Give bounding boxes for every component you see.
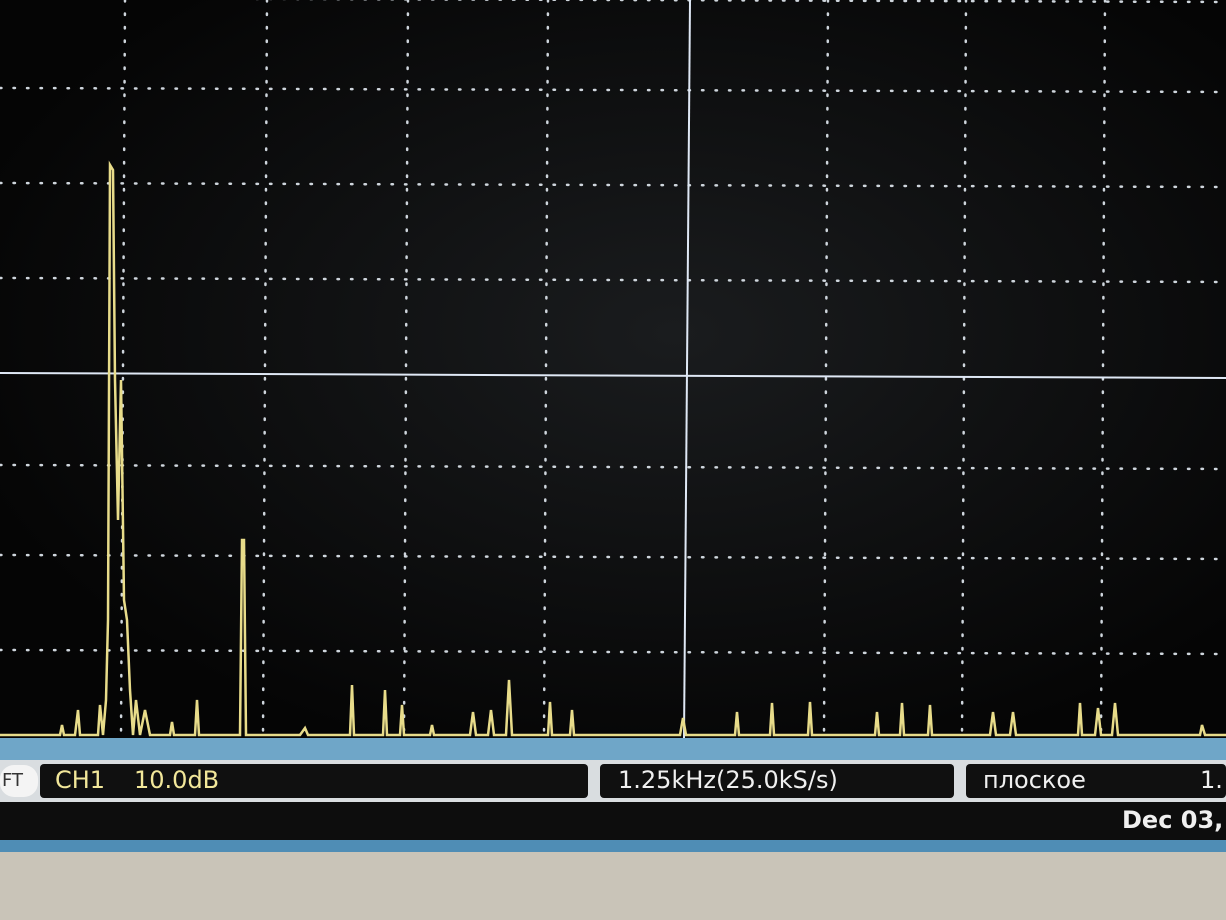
- blue-band: [0, 738, 1226, 760]
- grid-dots: [0, 86, 1226, 94]
- grid: [0, 0, 1226, 738]
- date-label: Dec 03,: [1122, 806, 1223, 834]
- mode-label: FT: [2, 770, 24, 791]
- span-label: 1.25kHz(25.0kS/s): [618, 766, 838, 794]
- grid-dots: [822, 0, 830, 738]
- grid-dots: [0, 181, 1226, 189]
- center-h-line: [0, 372, 1226, 379]
- channel-label: CH1: [55, 766, 105, 794]
- grid-dots: [542, 0, 550, 738]
- mode-badge: [0, 765, 38, 797]
- grid-dots: [0, 276, 1226, 284]
- grid-dots: [0, 553, 1226, 561]
- grid-dots: [119, 0, 127, 738]
- scale-label: 10.0dB: [134, 766, 219, 794]
- date-bar: [0, 802, 1226, 840]
- extra-label: 1.: [1200, 766, 1223, 794]
- span-box: [600, 764, 954, 798]
- bezel: [0, 852, 1226, 920]
- grid-dots: [1099, 0, 1107, 738]
- bottom-strip: [0, 840, 1226, 852]
- fft-trace: [0, 160, 1226, 737]
- grid-dots: [0, 463, 1226, 471]
- window-label: плоское: [983, 766, 1086, 794]
- grid-dots: [261, 0, 269, 738]
- display-area: [0, 0, 1226, 740]
- grid-dots: [402, 0, 410, 738]
- channel-box: [40, 764, 588, 798]
- grid-dots: [0, 648, 1226, 656]
- window-box: [966, 764, 1226, 798]
- grid-dots: [960, 0, 968, 738]
- center-v-line: [683, 0, 691, 739]
